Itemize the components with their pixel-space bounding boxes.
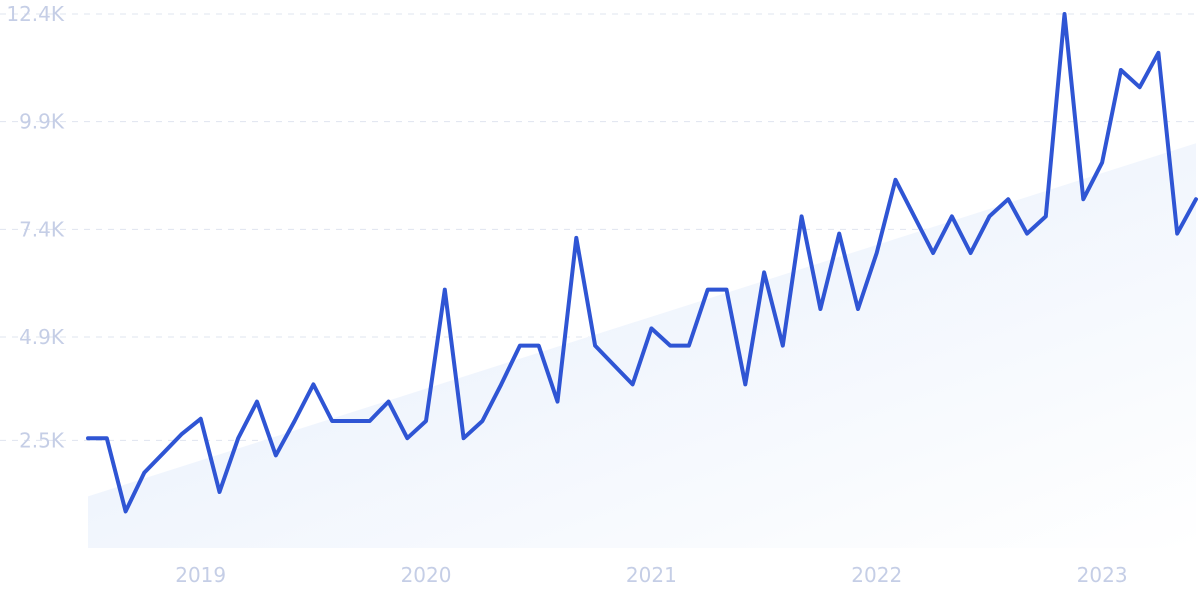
x-tick-label: 2023 [1077,563,1128,587]
y-tick-label: 9.9K [19,110,65,134]
x-tick-label: 2022 [851,563,902,587]
x-tick-label: 2021 [626,563,677,587]
y-tick-label: 4.9K [19,325,65,349]
y-axis-tick-labels: 2.5K 4.9K 7.4K 9.9K 12.4K [6,2,65,452]
x-tick-label: 2020 [401,563,452,587]
series-line [86,12,1198,514]
trend-area [88,143,1196,548]
y-tick-label: 2.5K [19,428,65,452]
y-tick-label: 7.4K [19,217,65,241]
x-tick-label: 2019 [175,563,226,587]
trend-area-shape [88,143,1196,548]
series-line-layer [86,12,1198,514]
y-tick-label: 12.4K [6,2,65,26]
x-axis-tick-labels: 2019 2020 2021 2022 2023 [175,563,1127,587]
